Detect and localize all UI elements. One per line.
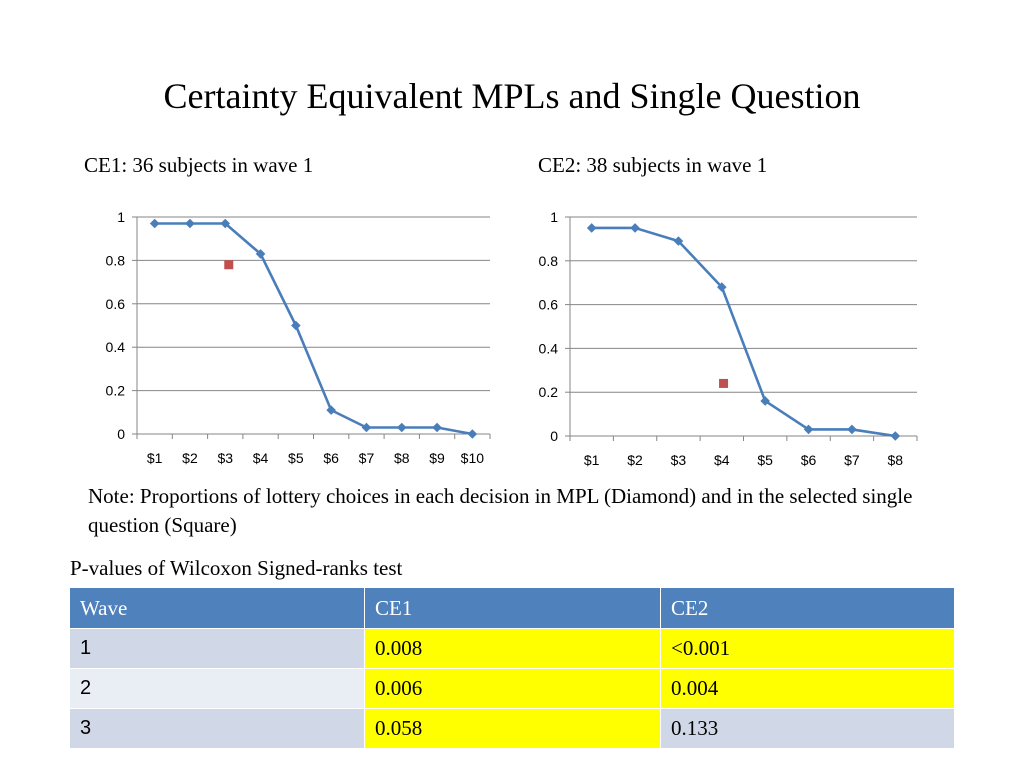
x-tick-label: $7 — [359, 450, 375, 466]
diamond-point — [630, 223, 640, 233]
diamond-point — [149, 218, 160, 229]
square-point — [224, 260, 234, 270]
header-wave: Wave — [69, 587, 365, 629]
chart-ce1: 0 0.2 0.4 0.6 0.8 1 $1 $2 $3 $4 $5 $6 $7 $8 $9 $10 — [106, 209, 491, 466]
mpl-series-line — [154, 222, 473, 436]
x-tick-label: $2 — [627, 452, 643, 468]
y-tick-label: 0.2 — [539, 384, 559, 400]
y-tick-label: 1 — [550, 209, 558, 225]
y-tick-label: 0.6 — [106, 296, 126, 312]
pvalue-table: Wave CE1 CE2 1 0.008 <0.001 2 0.006 0.00… — [69, 587, 955, 749]
diamond-point — [847, 424, 857, 435]
diamond-point — [586, 223, 597, 233]
diamond-point — [361, 422, 372, 433]
x-tick-label: $1 — [584, 452, 600, 468]
chart-note: Note: Proportions of lottery choices in … — [88, 484, 913, 537]
table-row: 2 0.006 0.004 — [69, 668, 955, 709]
x-tick-label: $3 — [217, 450, 233, 466]
table-row: 3 0.058 0.133 — [69, 708, 955, 749]
chart-ce2-title: CE2: 38 subjects in wave 1 — [538, 153, 768, 177]
table-header-row: Wave CE1 CE2 — [69, 587, 955, 629]
diamond-point — [432, 422, 442, 433]
y-tick-label: 0.6 — [539, 297, 559, 313]
x-tick-label: $3 — [671, 452, 687, 468]
square-point — [719, 378, 729, 388]
y-tick-label: 0.2 — [106, 383, 126, 399]
cell-ce1: 0.058 — [364, 708, 661, 749]
x-tick-label: $1 — [147, 450, 163, 466]
x-tick-label: $7 — [844, 452, 860, 468]
x-tick-label: $6 — [801, 452, 817, 468]
chart-ce2: 0 0.2 0.4 0.6 0.8 1 $1 $2 $3 $4 $5 $6 $7 $8 — [539, 209, 918, 468]
x-tick-label: $10 — [461, 450, 485, 466]
y-tick-label: 1 — [117, 209, 125, 225]
cell-wave: 3 — [69, 708, 365, 749]
cell-ce2: 0.133 — [660, 708, 955, 749]
cell-wave: 2 — [69, 668, 365, 709]
x-tick-label: $2 — [182, 450, 198, 466]
x-tick-label: $6 — [323, 450, 339, 466]
mpl-series-line — [591, 226, 896, 438]
x-tick-label: $8 — [888, 452, 904, 468]
x-tick-label: $8 — [394, 450, 410, 466]
x-tick-label: $4 — [714, 452, 730, 468]
y-tick-label: 0.8 — [539, 253, 559, 269]
diamond-point — [185, 218, 195, 229]
header-ce1: CE1 — [364, 587, 661, 629]
y-tick-label: 0 — [550, 428, 558, 444]
cell-ce1: 0.008 — [364, 628, 661, 669]
table-row: 1 0.008 <0.001 — [69, 628, 955, 669]
y-tick-label: 0.4 — [106, 339, 126, 355]
slide-title: Certainty Equivalent MPLs and Single Que… — [163, 76, 861, 116]
x-tick-label: $4 — [253, 450, 269, 466]
y-tick-label: 0 — [117, 426, 125, 442]
cell-ce1: 0.006 — [364, 668, 661, 709]
header-ce2: CE2 — [660, 587, 955, 629]
diamond-point — [396, 422, 407, 433]
table-caption: P-values of Wilcoxon Signed-ranks test — [70, 556, 403, 580]
x-tick-label: $9 — [429, 450, 445, 466]
diamond-point — [326, 405, 336, 415]
diamond-point — [890, 431, 901, 441]
diamond-point — [467, 429, 478, 439]
cell-wave: 1 — [69, 628, 365, 669]
cell-ce2: <0.001 — [660, 628, 955, 669]
chart-ce1-title: CE1: 36 subjects in wave 1 — [84, 153, 314, 177]
y-tick-label: 0.4 — [539, 340, 559, 356]
diamond-point — [255, 249, 266, 259]
diamond-point — [291, 320, 301, 331]
cell-ce2: 0.004 — [660, 668, 955, 709]
y-tick-label: 0.8 — [106, 252, 126, 268]
x-tick-label: $5 — [757, 452, 773, 468]
x-tick-label: $5 — [288, 450, 304, 466]
